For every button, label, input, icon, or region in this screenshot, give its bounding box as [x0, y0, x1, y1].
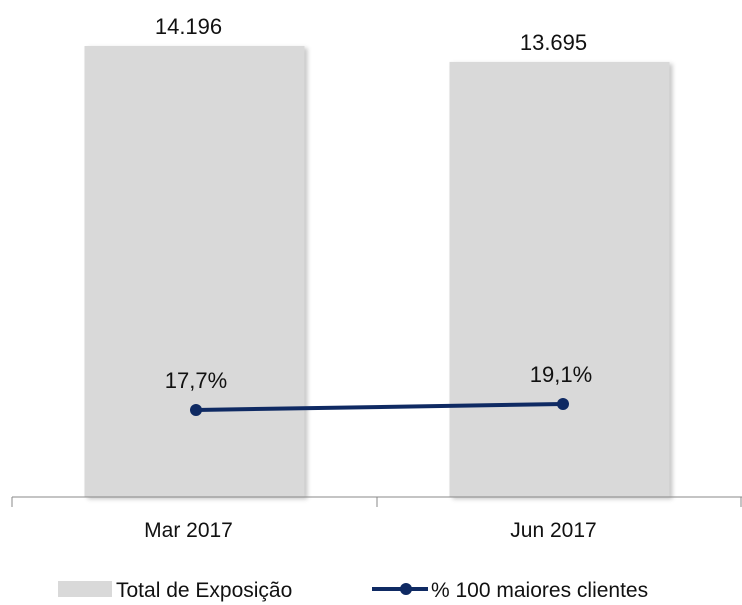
bars-layer [84, 46, 670, 497]
bar-value-label: 13.695 [520, 30, 587, 55]
bar-value-label: 14.196 [155, 14, 222, 39]
x-axis: Mar 2017 Jun 2017 [11, 496, 742, 542]
legend-swatch-bar [58, 581, 112, 597]
legend-swatch-marker [400, 583, 412, 595]
labels-layer: 14.196 13.695 17,7% 19,1% [155, 14, 592, 393]
line-point [557, 398, 569, 410]
line-point [190, 404, 202, 416]
bar-mar-2017 [84, 46, 305, 497]
line-series-path [195, 402, 564, 412]
legend: Total de Exposição % 100 maiores clientes [58, 579, 648, 602]
line-layer [190, 398, 569, 416]
legend-label-bar: Total de Exposição [116, 579, 292, 602]
bar-jun-2017 [449, 61, 670, 497]
x-tick-label: Jun 2017 [510, 519, 596, 542]
line-value-label: 19,1% [530, 362, 592, 387]
legend-label-line: % 100 maiores clientes [431, 579, 648, 602]
x-tick-label: Mar 2017 [144, 519, 233, 542]
line-value-label: 17,7% [165, 368, 227, 393]
